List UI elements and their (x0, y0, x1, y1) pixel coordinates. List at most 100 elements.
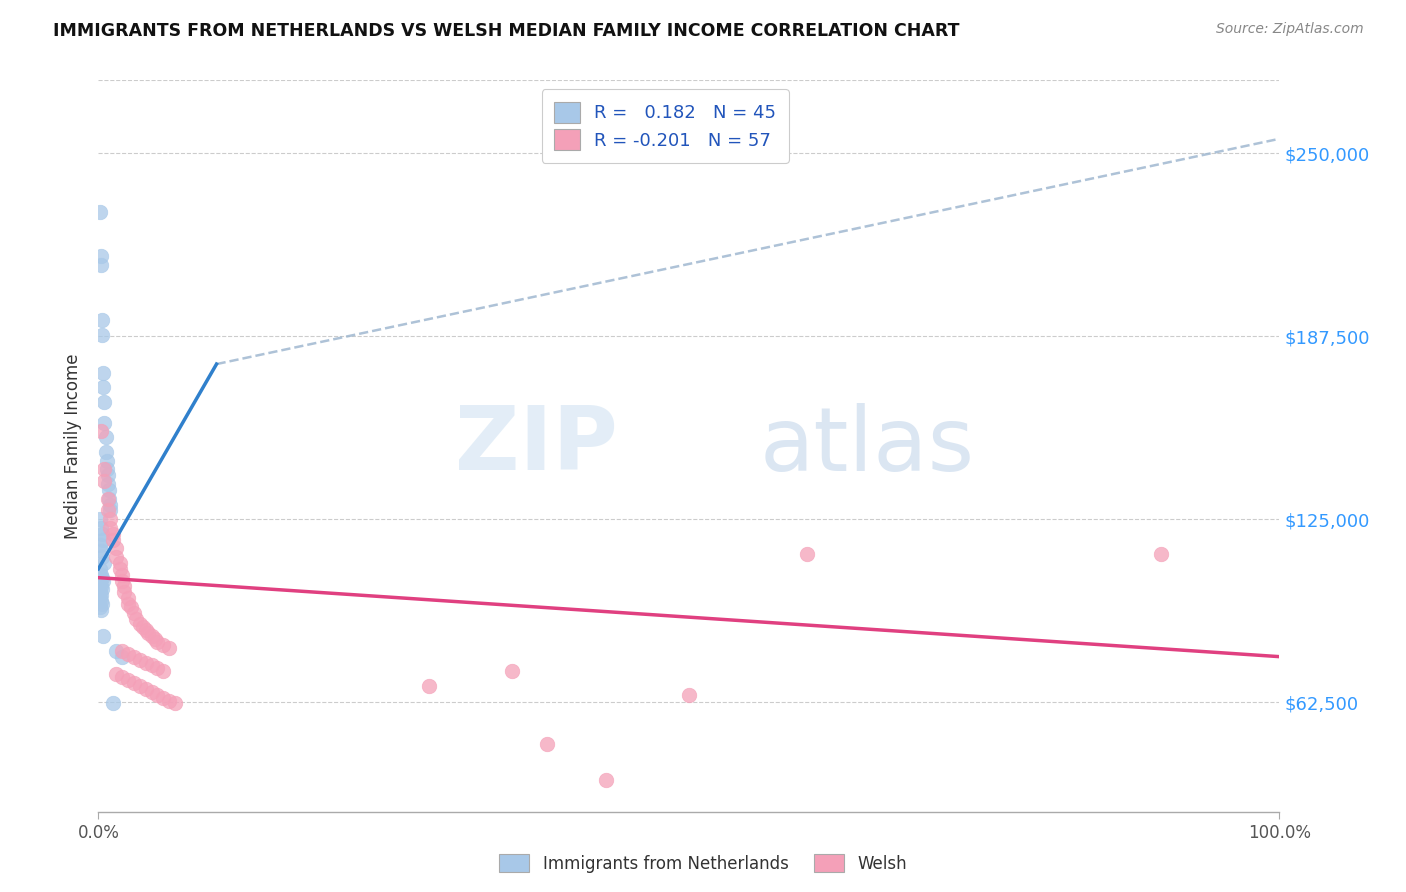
Point (678, 688, 700, 702)
Point (111, 670, 134, 684)
Point (93, 395, 115, 409)
Point (98, 491, 121, 506)
Point (90, 258, 112, 272)
Point (91, 582, 114, 597)
Point (105, 541, 128, 556)
Point (89, 512, 111, 526)
Point (1150, 547, 1173, 561)
Point (89, 539, 111, 553)
Point (595, 772, 617, 787)
Point (90, 521, 112, 535)
Point (91, 574, 114, 588)
Point (117, 591, 139, 606)
Point (132, 620, 155, 634)
Point (101, 526, 124, 541)
Point (536, 738, 558, 752)
Text: Source: ZipAtlas.com: Source: ZipAtlas.com (1216, 22, 1364, 37)
Point (91, 571, 114, 585)
Point (108, 562, 131, 576)
Point (152, 665, 174, 679)
Point (98, 483, 121, 497)
Point (136, 626, 159, 640)
Point (93, 416, 115, 430)
Point (141, 629, 163, 643)
Point (89, 585, 111, 599)
Point (90, 567, 112, 582)
Point (91, 327, 114, 342)
Y-axis label: Median Family Income: Median Family Income (65, 353, 83, 539)
Point (117, 673, 139, 687)
Point (91, 533, 114, 547)
Point (98, 503, 121, 517)
Text: ZIP: ZIP (456, 402, 619, 490)
Point (105, 550, 128, 565)
Point (111, 574, 134, 588)
Point (135, 681, 157, 696)
Point (111, 567, 134, 582)
Point (418, 679, 440, 693)
Point (98, 498, 121, 512)
Point (97, 468, 120, 483)
Legend: Immigrants from Netherlands, Welsh: Immigrants from Netherlands, Welsh (492, 847, 914, 880)
Point (89, 591, 111, 606)
Point (105, 667, 128, 681)
Text: atlas: atlas (759, 402, 974, 490)
Point (94, 445, 117, 459)
Point (117, 597, 139, 611)
Point (141, 658, 163, 673)
Point (90, 588, 112, 602)
Point (96, 462, 118, 476)
Point (146, 635, 169, 649)
Point (101, 533, 124, 547)
Point (796, 547, 818, 561)
Point (105, 644, 128, 658)
Point (91, 629, 114, 643)
Point (90, 544, 112, 558)
Point (165, 697, 187, 711)
Point (89, 205, 111, 219)
Point (91, 550, 114, 565)
Point (90, 594, 112, 608)
Point (157, 693, 180, 707)
Point (146, 688, 169, 702)
Point (125, 612, 148, 626)
Point (108, 556, 131, 570)
Point (98, 512, 121, 526)
Point (128, 617, 150, 632)
Point (128, 652, 150, 666)
Point (91, 526, 114, 541)
Point (90, 249, 112, 263)
Point (101, 697, 124, 711)
Point (141, 685, 163, 699)
Point (112, 585, 135, 599)
Point (91, 313, 114, 327)
Point (152, 690, 174, 705)
Point (91, 597, 114, 611)
Point (111, 644, 134, 658)
Point (90, 579, 112, 593)
Point (501, 665, 523, 679)
Point (97, 477, 120, 491)
Point (128, 679, 150, 693)
Point (135, 624, 157, 638)
Point (111, 649, 134, 664)
Point (89, 562, 111, 576)
Point (122, 676, 145, 690)
Point (96, 453, 118, 467)
Point (94, 430, 117, 444)
Point (89, 576, 111, 591)
Text: IMMIGRANTS FROM NETHERLANDS VS WELSH MEDIAN FAMILY INCOME CORRELATION CHART: IMMIGRANTS FROM NETHERLANDS VS WELSH MED… (53, 22, 960, 40)
Point (157, 640, 180, 655)
Point (122, 606, 145, 620)
Point (93, 462, 115, 476)
Point (146, 661, 169, 675)
Point (97, 491, 120, 506)
Point (122, 649, 145, 664)
Point (112, 579, 135, 593)
Point (152, 638, 174, 652)
Point (117, 647, 139, 661)
Point (90, 425, 112, 439)
Point (121, 599, 143, 614)
Point (93, 474, 115, 488)
Point (135, 656, 157, 670)
